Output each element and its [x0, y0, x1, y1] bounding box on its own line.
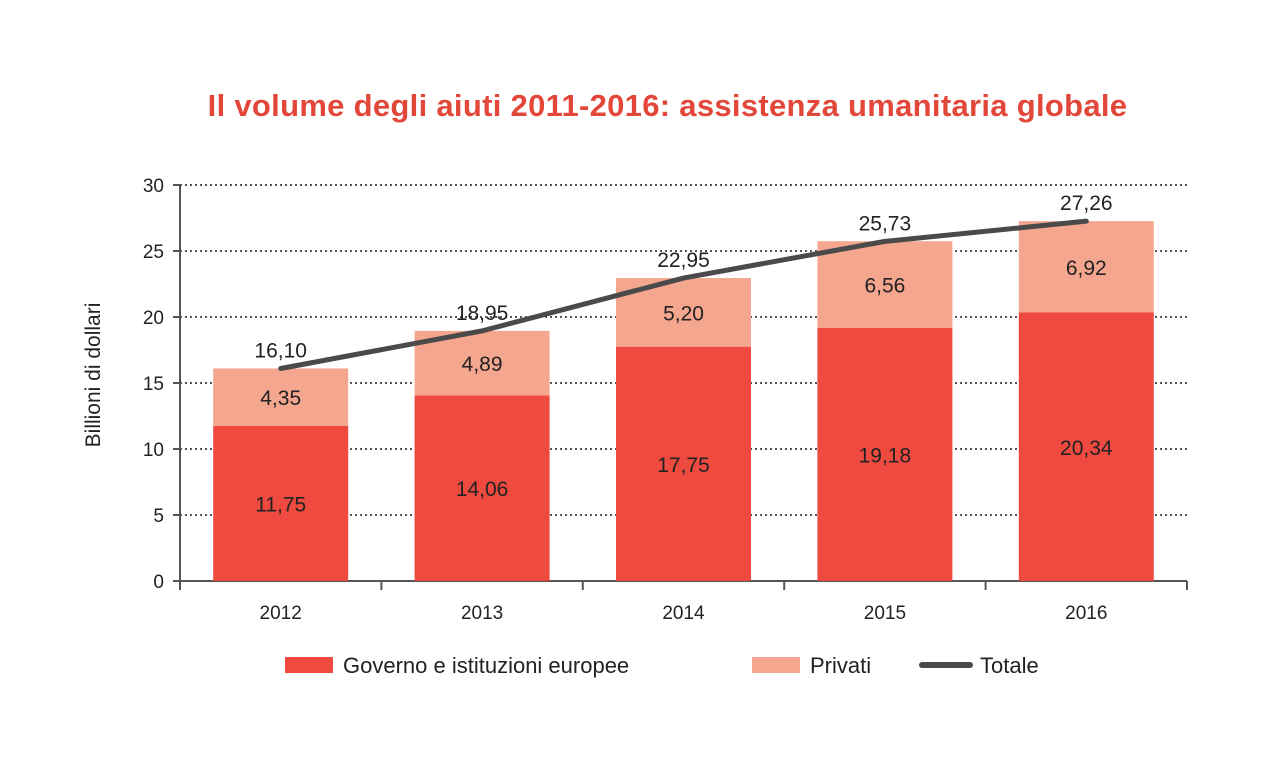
bar-governo — [1018, 312, 1154, 581]
bar-value-label: 14,06 — [456, 478, 509, 501]
legend-label: Privati — [810, 653, 871, 678]
legend-swatch — [752, 657, 800, 673]
total-value-label: 25,73 — [859, 212, 912, 235]
y-tick-label: 10 — [143, 440, 164, 461]
bar-value-label: 19,18 — [859, 444, 912, 467]
bar-value-label: 17,75 — [657, 454, 710, 477]
bar-value-label: 20,34 — [1060, 437, 1113, 460]
bar-governo — [414, 395, 550, 581]
bar-governo — [616, 346, 751, 581]
legend-label: Governo e istituzioni europee — [343, 653, 629, 678]
total-value-label: 18,95 — [456, 302, 509, 325]
x-tick-label: 2012 — [260, 603, 302, 624]
x-tick-label: 2014 — [662, 603, 705, 624]
bar-governo — [213, 425, 349, 581]
y-axis-title: Billioni di dollari — [82, 303, 105, 448]
bar-governo — [817, 327, 953, 581]
legend-swatch — [285, 657, 333, 673]
y-tick-label: 20 — [143, 308, 164, 329]
bar-privati — [213, 368, 349, 426]
x-tick-label: 2015 — [864, 603, 906, 624]
chart-title: Il volume degli aiuti 2011-2016: assiste… — [207, 88, 1128, 123]
total-value-label: 27,26 — [1060, 192, 1113, 215]
y-tick-label: 5 — [153, 506, 164, 527]
x-tick-label: 2016 — [1065, 603, 1107, 624]
total-value-label: 16,10 — [254, 339, 307, 362]
bar-value-label: 4,35 — [260, 387, 301, 410]
bar-value-label: 5,20 — [663, 302, 704, 325]
y-tick-label: 30 — [143, 176, 164, 197]
bar-privati — [1018, 221, 1154, 313]
y-tick-label: 25 — [143, 242, 164, 263]
y-tick-label: 15 — [143, 374, 164, 395]
series-line-totale — [278, 218, 1089, 371]
bar-value-label: 6,56 — [864, 275, 905, 298]
bar-privati — [817, 241, 953, 328]
y-tick-label: 0 — [153, 572, 164, 593]
legend-label: Totale — [980, 653, 1039, 678]
total-value-label: 22,95 — [657, 249, 710, 272]
bar-value-label: 4,89 — [462, 353, 503, 376]
bar-value-label: 6,92 — [1066, 257, 1107, 280]
bar-value-label: 11,75 — [255, 493, 306, 516]
x-tick-label: 2013 — [461, 603, 503, 624]
